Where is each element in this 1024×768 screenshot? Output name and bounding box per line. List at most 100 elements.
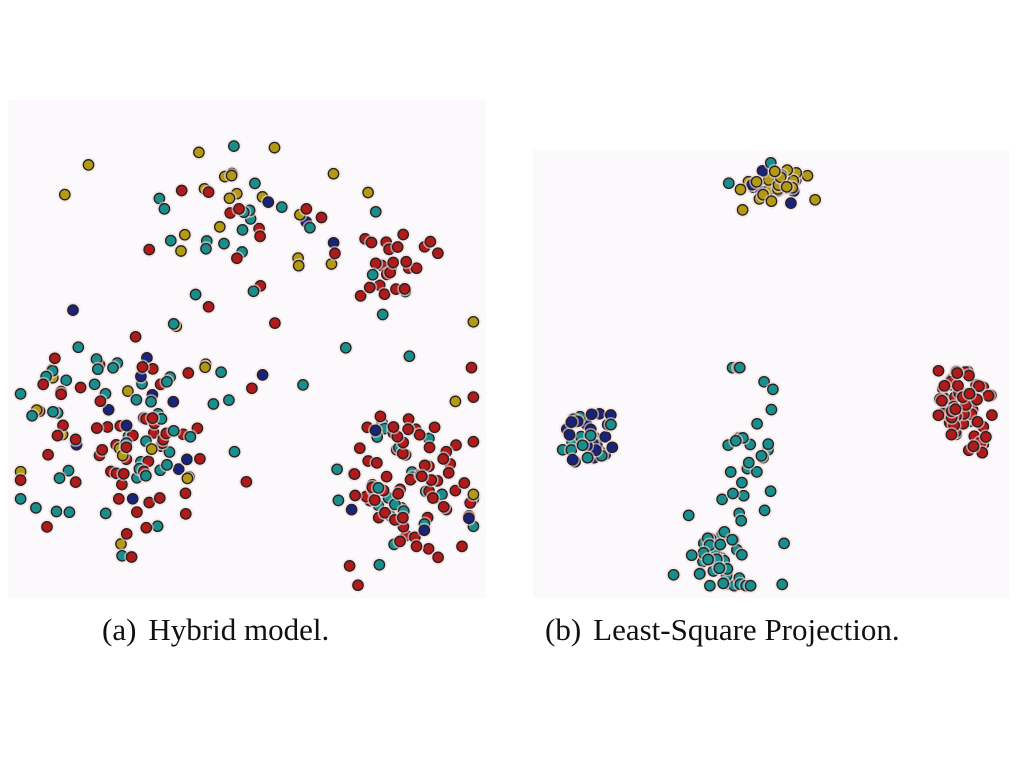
data-point-red: [300, 203, 313, 215]
data-point-yellow: [225, 169, 238, 182]
data-point-red: [363, 281, 376, 294]
data-point-navy: [67, 304, 79, 316]
data-point-teal: [297, 379, 309, 391]
data-point-red: [402, 423, 414, 436]
data-point-teal: [14, 493, 27, 505]
data-point-navy: [256, 369, 269, 381]
data-point-teal: [693, 568, 706, 580]
data-point-red: [980, 431, 992, 443]
data-point-red: [400, 255, 413, 268]
data-point-navy: [262, 196, 275, 208]
data-point-red: [153, 492, 166, 504]
data-point-teal: [755, 449, 768, 462]
data-point-red: [179, 508, 192, 520]
data-point-red: [352, 579, 364, 592]
data-point-teal: [778, 537, 790, 550]
data-point-red: [458, 477, 471, 489]
data-point-red: [90, 422, 103, 434]
data-point-teal: [339, 341, 352, 354]
data-point-red: [449, 484, 462, 497]
data-point-red: [353, 442, 366, 455]
data-point-red: [374, 410, 387, 423]
data-point-teal: [207, 398, 220, 410]
data-point-red: [378, 288, 391, 301]
data-point-red: [51, 429, 64, 442]
data-point-teal: [50, 505, 63, 518]
caption-least-square-projection: (b) Least-Square Projection.: [545, 612, 900, 648]
data-point-red: [329, 247, 341, 260]
data-point-red: [140, 521, 153, 534]
data-point-red: [428, 421, 441, 434]
data-point-navy: [585, 408, 598, 421]
data-point-teal: [764, 485, 777, 498]
data-point-teal: [716, 493, 728, 506]
data-point-red: [391, 241, 404, 253]
data-point-red: [963, 387, 976, 400]
data-point-teal: [161, 459, 173, 471]
data-point-red: [951, 367, 964, 379]
data-point-red: [945, 428, 958, 441]
data-point-teal: [249, 177, 261, 190]
data-point-teal: [751, 417, 763, 430]
caption-b-label: (b): [545, 612, 582, 647]
data-point-teal: [742, 456, 755, 469]
data-point-red: [175, 184, 188, 197]
data-point-red: [422, 542, 435, 555]
data-point-red: [94, 395, 107, 408]
data-point-red: [949, 403, 962, 416]
data-point-yellow: [199, 361, 211, 374]
caption-hybrid-model: (a) Hybrid model.: [102, 612, 329, 648]
data-point-teal: [275, 201, 288, 213]
data-point-teal: [605, 418, 617, 431]
scatter-panel-hybrid-model: [8, 100, 486, 598]
data-point-teal: [215, 366, 227, 379]
data-point-teal: [164, 234, 177, 247]
data-point-teal: [714, 538, 727, 551]
data-point-red: [423, 441, 436, 454]
data-point-red: [254, 230, 266, 243]
data-point-teal: [373, 558, 386, 571]
data-point-red: [37, 378, 50, 391]
data-point-teal: [682, 509, 695, 522]
data-point-red: [343, 560, 356, 572]
data-point-red: [194, 453, 206, 465]
data-point-navy: [126, 492, 139, 505]
data-point-red: [74, 381, 87, 394]
data-point-teal: [107, 361, 119, 374]
data-point-teal: [91, 363, 104, 376]
data-point-navy: [463, 512, 475, 525]
data-point-teal: [726, 533, 739, 546]
data-point-teal: [727, 487, 739, 500]
data-point-red: [963, 369, 975, 382]
data-point-yellow: [362, 186, 374, 199]
data-point-red: [437, 500, 450, 513]
data-point-red: [143, 243, 156, 256]
data-point-teal: [758, 504, 771, 517]
data-point-red: [424, 235, 437, 248]
data-point-red: [380, 470, 393, 483]
data-point-red: [348, 468, 361, 480]
data-point-teal: [26, 409, 38, 422]
data-point-navy: [565, 416, 578, 428]
data-point-red: [349, 489, 361, 502]
data-point-red: [369, 257, 382, 270]
data-point-red: [129, 330, 142, 343]
data-point-teal: [140, 469, 152, 482]
data-point-teal: [53, 472, 66, 484]
data-point-yellow: [193, 146, 205, 159]
data-point-teal: [167, 318, 180, 330]
data-point-teal: [584, 429, 597, 442]
data-point-yellow: [82, 159, 95, 171]
data-point-teal: [167, 424, 180, 437]
caption-a-text: Hybrid model.: [148, 612, 330, 647]
data-point-red: [467, 435, 480, 448]
data-point-red: [233, 203, 245, 215]
data-point-teal: [161, 375, 173, 388]
data-point-yellow: [780, 180, 793, 193]
data-point-red: [125, 551, 138, 563]
data-point-red: [982, 390, 995, 402]
data-point-red: [112, 493, 125, 505]
data-point-teal: [717, 577, 730, 590]
data-point-red: [410, 262, 423, 275]
data-point-red: [432, 551, 444, 564]
